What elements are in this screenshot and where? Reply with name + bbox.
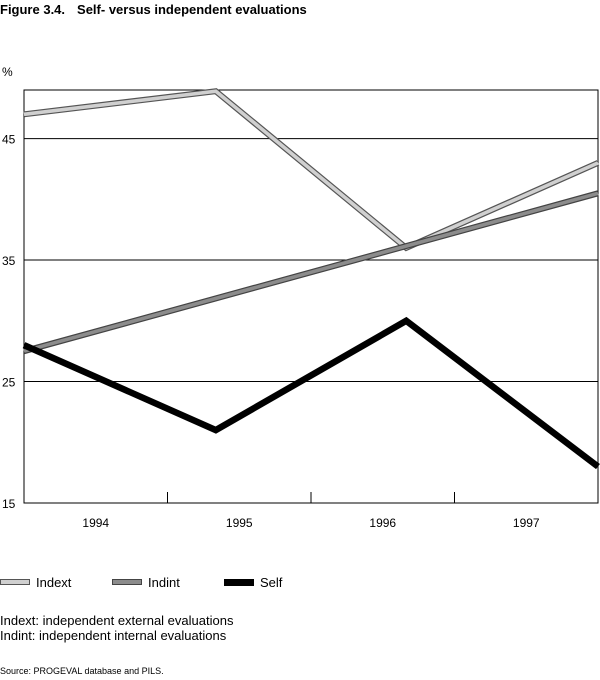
series-line-indext-fill (23, 89, 599, 250)
note-indext: Indext: independent external evaluations (0, 613, 234, 628)
legend-label-indext: Indext (36, 574, 72, 590)
figure-number: Figure 3.4. (0, 2, 66, 17)
legend-item-self: Self (224, 574, 282, 590)
y-tick-label-15: 15 (2, 497, 16, 511)
y-tick-label-25: 25 (2, 376, 16, 390)
line-chart: 15 25 35 45% 1994 1995 1996 1997 (2, 65, 600, 530)
notes: Indext: independent external evaluations… (0, 613, 233, 643)
legend-label-indint: Indint (148, 574, 180, 590)
source-note: Source: PROGEVAL database and PILS. (0, 666, 164, 676)
x-tick-label-1994: 1994 (82, 516, 109, 530)
x-tick-label-1997: 1997 (513, 516, 540, 530)
series-line-self (22, 316, 600, 470)
legend-label-self: Self (260, 574, 283, 590)
series-line-indint-fill (23, 191, 599, 353)
y-tick-label-45: 45 (2, 133, 16, 147)
legend-swatch-indext (0, 579, 30, 585)
note-indint: Indint: independent internal evaluations (0, 628, 227, 643)
legend-swatch-indint (112, 579, 142, 585)
y-axis-label: % (2, 65, 13, 79)
y-tick-label-35: 35 (2, 254, 16, 268)
legend-swatch-self (224, 578, 254, 586)
figure-title: Figure 3.4. Self- versus independent eval… (0, 2, 307, 17)
x-tick-label-1995: 1995 (226, 516, 253, 530)
plot-frame (23, 89, 599, 504)
x-tick-label-1996: 1996 (369, 516, 396, 530)
legend-item-indint: Indint (112, 574, 180, 590)
legend-item-indext: Indext (0, 574, 71, 590)
figure-title-text: Self- versus independent evaluations (77, 2, 307, 17)
